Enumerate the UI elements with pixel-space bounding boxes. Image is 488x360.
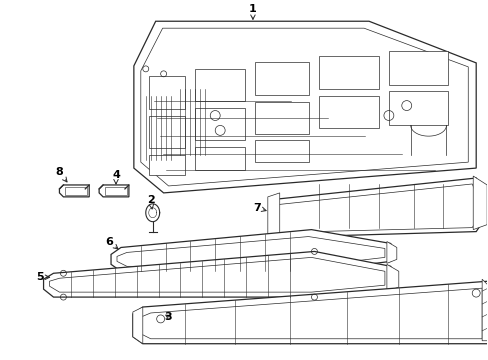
Polygon shape <box>386 264 398 291</box>
Polygon shape <box>195 69 244 100</box>
Polygon shape <box>254 102 309 134</box>
Polygon shape <box>148 76 185 109</box>
Polygon shape <box>388 91 447 125</box>
Text: 5: 5 <box>36 272 49 282</box>
Polygon shape <box>43 251 390 297</box>
Polygon shape <box>105 187 127 195</box>
Polygon shape <box>472 176 486 230</box>
Text: 1: 1 <box>248 4 256 19</box>
Text: 2: 2 <box>146 195 154 209</box>
Polygon shape <box>65 187 87 195</box>
Polygon shape <box>134 21 475 193</box>
Polygon shape <box>139 288 481 339</box>
Polygon shape <box>195 147 244 170</box>
Polygon shape <box>319 56 378 89</box>
Polygon shape <box>141 28 468 186</box>
Polygon shape <box>148 155 185 175</box>
Polygon shape <box>388 51 447 85</box>
Polygon shape <box>60 185 89 197</box>
Polygon shape <box>195 108 244 140</box>
Polygon shape <box>133 281 487 344</box>
Polygon shape <box>269 178 483 238</box>
Polygon shape <box>254 140 309 162</box>
Polygon shape <box>319 96 378 129</box>
Polygon shape <box>267 193 279 239</box>
Polygon shape <box>111 230 390 271</box>
Polygon shape <box>481 279 488 341</box>
Polygon shape <box>275 184 478 233</box>
Polygon shape <box>148 116 185 148</box>
Text: 3: 3 <box>164 312 172 322</box>
Polygon shape <box>133 307 142 344</box>
Text: 8: 8 <box>56 167 67 182</box>
Polygon shape <box>49 257 384 292</box>
Polygon shape <box>99 185 129 197</box>
Text: 4: 4 <box>112 170 120 184</box>
Text: 6: 6 <box>105 237 118 249</box>
Polygon shape <box>117 237 384 266</box>
Text: 7: 7 <box>252 203 265 213</box>
Polygon shape <box>386 242 396 264</box>
Polygon shape <box>254 62 309 95</box>
